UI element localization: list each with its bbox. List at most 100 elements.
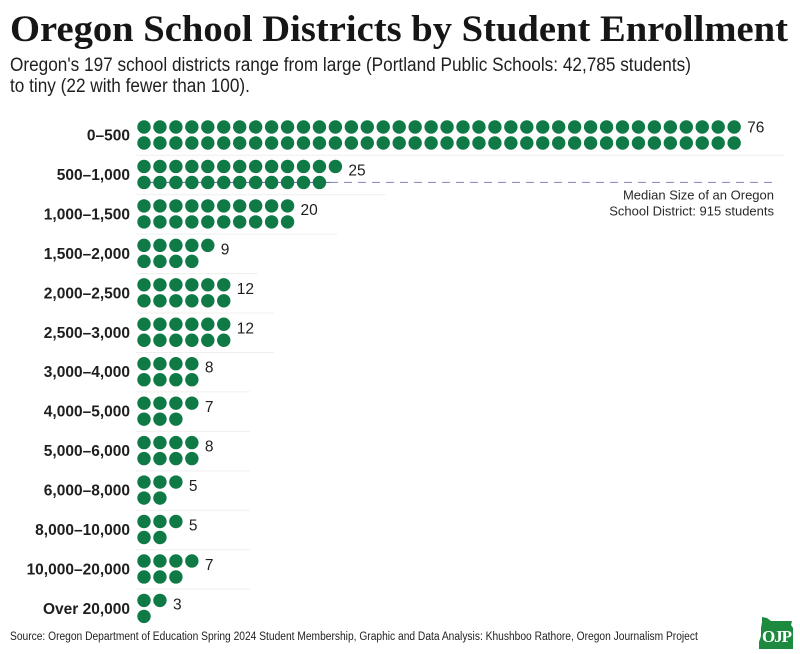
district-dot xyxy=(264,159,279,174)
district-dot xyxy=(296,136,311,150)
district-dot xyxy=(153,491,167,505)
district-dot xyxy=(169,120,183,134)
district-dot xyxy=(137,412,151,426)
district-dot xyxy=(663,136,678,150)
category-label: 0–500 xyxy=(87,128,130,145)
district-dot xyxy=(137,159,151,174)
district-dot xyxy=(153,238,167,253)
count-label: 5 xyxy=(189,478,198,495)
count-label: 5 xyxy=(189,518,198,535)
district-dot xyxy=(615,120,630,134)
row-separators xyxy=(136,154,785,590)
district-dot xyxy=(248,120,263,134)
category-row: 3,000–4,000 8 xyxy=(44,357,213,387)
district-dot xyxy=(504,136,518,150)
district-dot xyxy=(153,593,167,608)
district-dot xyxy=(376,120,390,134)
district-dot xyxy=(137,357,151,371)
district-dot xyxy=(169,238,183,253)
count-label: 7 xyxy=(205,399,214,416)
category-rows: 0–500 76 500–1,000 25 1,000–1,500 20 1,500–2,0… xyxy=(27,120,764,624)
district-dot xyxy=(169,373,183,387)
district-dot xyxy=(248,159,263,174)
district-dot xyxy=(360,120,374,134)
district-dot xyxy=(153,333,167,347)
district-dot xyxy=(217,215,231,229)
district-dot xyxy=(137,199,151,213)
district-dot xyxy=(137,435,151,450)
district-dot xyxy=(153,396,167,410)
district-dot xyxy=(567,136,582,150)
category-label: 500–1,000 xyxy=(57,167,130,184)
count-label: 76 xyxy=(747,120,764,137)
district-dot xyxy=(264,199,279,213)
logo-text: OJP xyxy=(762,627,792,646)
district-dot xyxy=(647,136,662,150)
district-dot xyxy=(185,294,199,308)
district-dot xyxy=(185,136,199,150)
district-dot xyxy=(201,238,215,253)
category-label: 1,000–1,500 xyxy=(44,206,130,223)
district-dot xyxy=(695,136,709,150)
district-dot xyxy=(153,475,167,489)
district-dot xyxy=(280,159,295,174)
district-dot xyxy=(201,120,215,134)
district-dot xyxy=(137,120,151,134)
chart-title: Oregon School Districts by Student Enrol… xyxy=(10,9,788,50)
district-dot xyxy=(169,396,183,410)
category-row: 2,000–2,500 12 xyxy=(44,278,254,308)
district-dot xyxy=(137,609,151,624)
district-dot xyxy=(695,120,709,134)
district-dot xyxy=(663,120,678,134)
district-dot xyxy=(392,136,406,150)
district-dot xyxy=(137,554,151,568)
district-dot xyxy=(408,120,422,134)
district-dot xyxy=(328,159,343,174)
district-dot xyxy=(233,159,247,174)
count-label: 12 xyxy=(237,320,254,337)
district-dot xyxy=(583,120,598,134)
district-dot xyxy=(169,175,183,190)
count-label: 8 xyxy=(205,439,214,456)
district-dot xyxy=(137,317,151,331)
district-dot xyxy=(233,136,247,150)
district-dot xyxy=(153,530,167,545)
district-dot xyxy=(201,136,215,150)
district-dot xyxy=(153,435,167,450)
district-dot xyxy=(169,514,183,529)
count-label: 12 xyxy=(237,281,254,298)
district-dot xyxy=(520,120,534,134)
district-dot xyxy=(169,254,183,269)
category-row: 0–500 76 xyxy=(87,120,764,150)
district-dot xyxy=(169,317,183,331)
district-dot xyxy=(169,333,183,347)
category-label: 5,000–6,000 xyxy=(44,443,130,460)
district-dot xyxy=(440,136,454,150)
district-dot xyxy=(328,136,343,150)
district-dot xyxy=(185,396,199,410)
district-dot xyxy=(679,136,693,150)
district-dot xyxy=(599,136,614,150)
district-dot xyxy=(185,254,199,269)
district-dot xyxy=(185,278,199,292)
district-dot xyxy=(217,278,231,292)
district-dot xyxy=(248,199,263,213)
district-dot xyxy=(153,317,167,331)
district-dot xyxy=(137,373,151,387)
category-label: 4,000–5,000 xyxy=(44,404,130,421)
district-dot xyxy=(679,120,693,134)
district-dot xyxy=(185,317,199,331)
district-dot xyxy=(647,120,662,134)
district-dot xyxy=(280,199,295,213)
district-dot xyxy=(185,120,199,134)
district-dot xyxy=(233,120,247,134)
district-dot xyxy=(711,136,725,150)
category-row: 500–1,000 25 xyxy=(57,159,366,190)
district-dot xyxy=(217,175,231,190)
category-label: Over 20,000 xyxy=(43,601,130,618)
district-dot xyxy=(456,120,470,134)
district-dot xyxy=(264,215,279,229)
district-dot xyxy=(153,254,167,269)
district-dot xyxy=(280,215,295,229)
